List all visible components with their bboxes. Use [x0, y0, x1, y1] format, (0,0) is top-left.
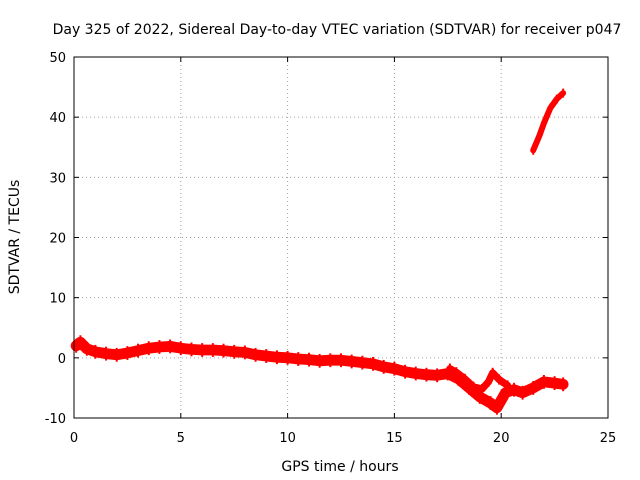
x-tick-label: 25: [600, 431, 617, 446]
y-tick-label: 30: [49, 171, 66, 186]
series-line: [530, 90, 567, 154]
x-tick-label: 20: [493, 431, 510, 446]
chart-title: Day 325 of 2022, Sidereal Day-to-day VTE…: [53, 22, 622, 38]
series-2: [446, 363, 512, 395]
data-layer: [70, 88, 569, 415]
x-tick-label: 10: [279, 431, 296, 446]
y-axis-label: SDTVAR / TECUs: [7, 180, 23, 295]
ticks: 0 5 10 15 20 25 -10 0 10 20 30 40 50: [45, 51, 617, 446]
y-tick-label: 10: [49, 292, 66, 307]
grid: [74, 57, 608, 418]
y-tick-label: -10: [45, 412, 66, 427]
y-tick-label: 50: [49, 51, 66, 66]
y-tick-label: 20: [49, 232, 66, 247]
x-axis-label: GPS time / hours: [281, 459, 398, 475]
y-tick-label: 0: [58, 352, 66, 367]
x-tick-label: 5: [177, 431, 185, 446]
x-tick-label: 15: [386, 431, 403, 446]
series-3: [530, 88, 567, 155]
series-1: [70, 335, 569, 415]
x-tick-label: 0: [70, 431, 78, 446]
y-tick-label: 40: [49, 111, 66, 126]
